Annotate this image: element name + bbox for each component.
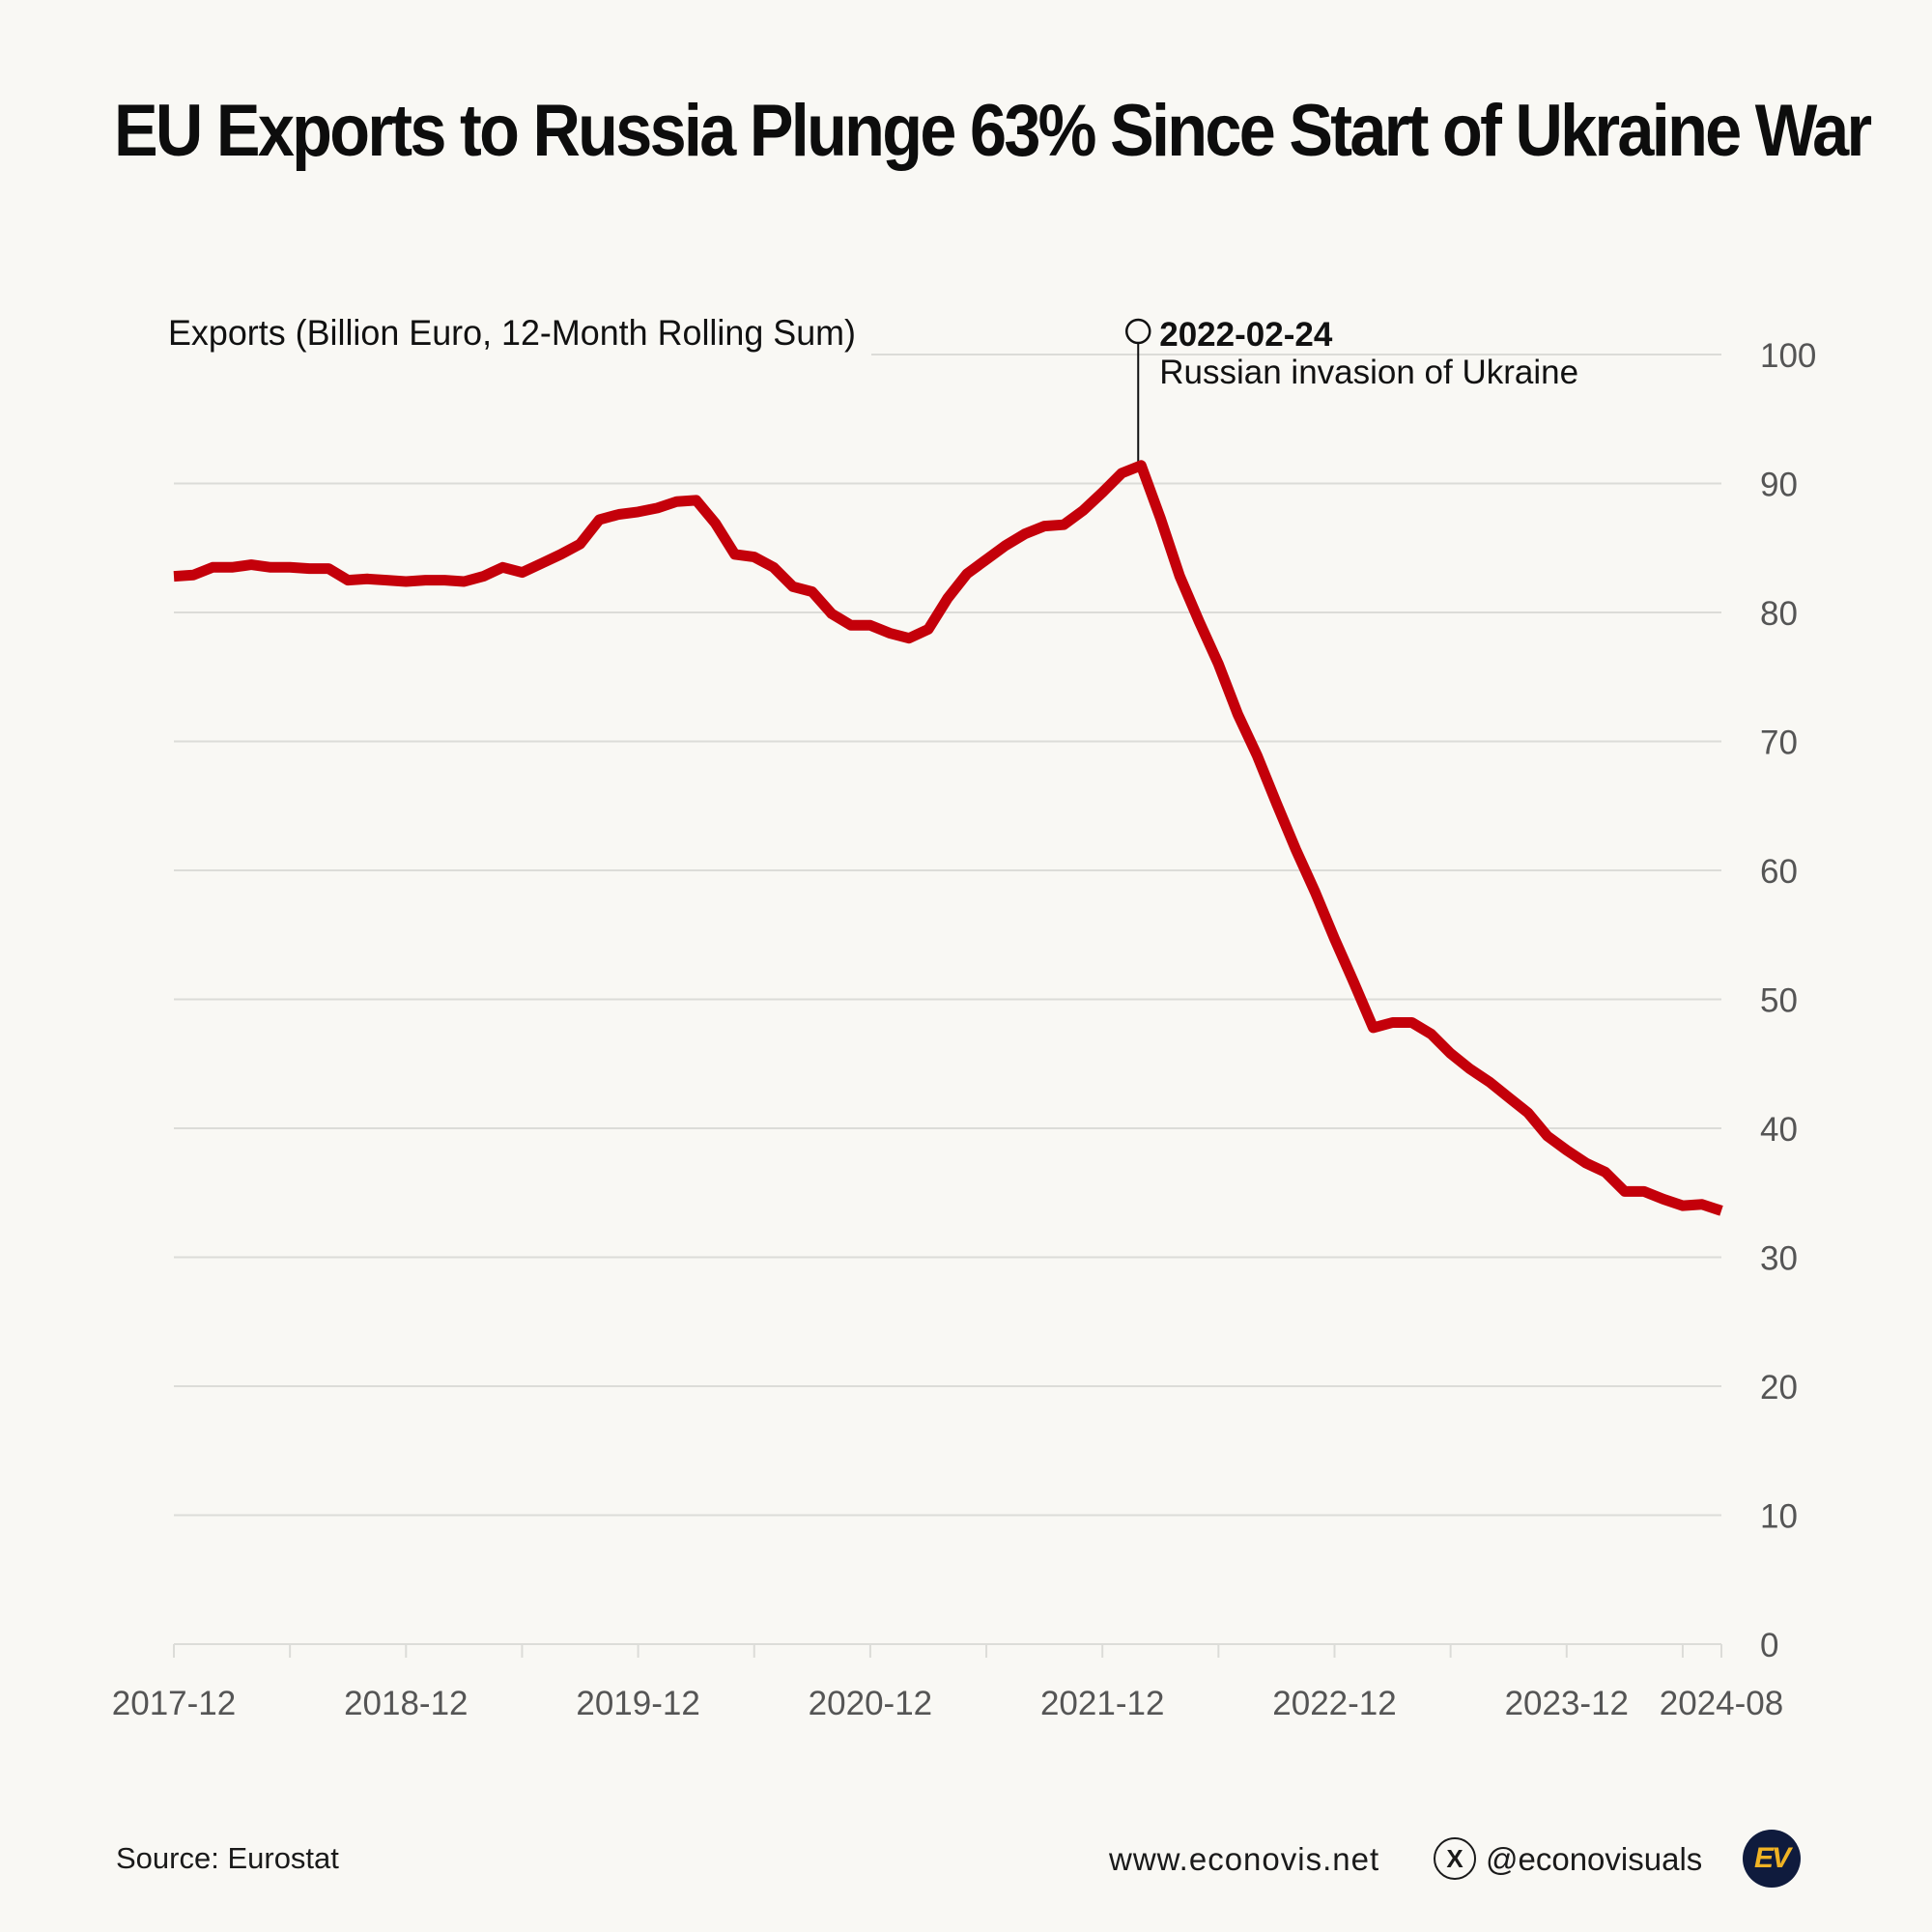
y-axis-label: Exports (Billion Euro, 12-Month Rolling … [168,313,856,353]
gridlines [174,354,1721,1517]
y-tick-label-50: 50 [1760,982,1798,1020]
ylabel-background [164,311,871,361]
x-tick-label-2022-12: 2022-12 [1272,1685,1396,1722]
line-chart: 2017-12 2018-12 2019-12 2020-12 2021-12 2022-… [112,311,1816,1722]
x-axis: 2017-12 2018-12 2019-12 2020-12 2021-12 2022-… [112,1643,1783,1722]
x-tick-label-2019-12: 2019-12 [576,1685,699,1722]
x-tick-label-2023-12: 2023-12 [1505,1685,1629,1722]
x-tick-label-2024-08: 2024-08 [1660,1685,1783,1722]
y-tick-label-30: 30 [1760,1240,1798,1278]
annotation-marker [1125,318,1151,345]
y-tick-label-20: 20 [1760,1369,1798,1406]
y-tick-label-90: 90 [1760,467,1798,504]
x-logo-icon: X [1434,1837,1476,1880]
series-layer [173,460,1723,1216]
y-axis: 0 10 20 30 40 50 60 70 80 90 100 [1760,337,1816,1664]
x-tick-label-2020-12: 2020-12 [809,1685,932,1722]
y-tick-label-80: 80 [1760,595,1798,633]
annotation-label: Russian invasion of Ukraine [1159,354,1578,391]
y-tick-label-70: 70 [1760,724,1798,762]
x-tick-label-2017-12: 2017-12 [112,1685,236,1722]
x-tick-label-2018-12: 2018-12 [344,1685,468,1722]
series-line-eu-exports [173,460,1723,1216]
y-tick-label-100: 100 [1760,337,1816,375]
x-tick-label-2021-12: 2021-12 [1040,1685,1164,1722]
website-link[interactable]: www.econovis.net [1109,1841,1380,1877]
social-handle[interactable]: @econovisuals [1486,1841,1703,1877]
y-tick-label-40: 40 [1760,1111,1798,1149]
page-title: EU Exports to Russia Plunge 63% Since St… [114,90,1872,172]
source-note: Source: Eurostat [116,1841,339,1875]
y-tick-label-10: 10 [1760,1498,1798,1536]
econovis-logo: EV [1743,1830,1801,1888]
annotation-date: 2022-02-24 [1159,316,1333,354]
y-tick-label-60: 60 [1760,853,1798,891]
y-tick-label-0: 0 [1760,1627,1778,1664]
